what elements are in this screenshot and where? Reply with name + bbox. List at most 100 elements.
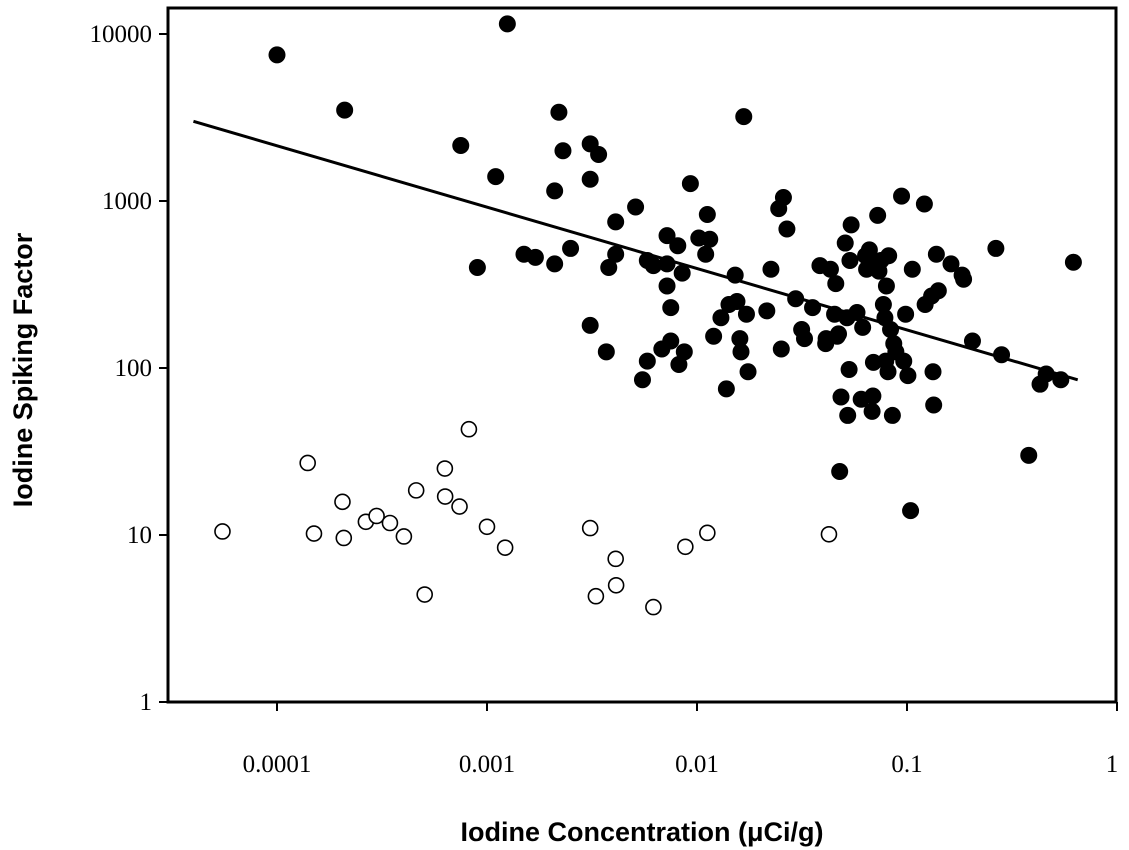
- filled-data-point: [336, 101, 354, 119]
- axis-ticks: 1 10 100 1000 10000 0.0001 0.001 0.01 0.1 1: [90, 21, 1119, 778]
- open-data-point: [334, 493, 351, 511]
- open-data-point: [436, 460, 454, 477]
- filled-data-point: [607, 245, 625, 263]
- x-tick-label: 0.1: [891, 751, 922, 778]
- open-data-point: [395, 528, 413, 545]
- filled-data-point: [627, 198, 645, 216]
- filled-data-point: [839, 406, 857, 424]
- open-data-point: [416, 586, 433, 603]
- filled-data-point: [701, 230, 719, 248]
- y-axis-title: Iodine Spiking Factor: [8, 232, 38, 507]
- filled-data-point: [787, 290, 805, 308]
- open-data-point: [335, 529, 353, 547]
- filled-data-point: [600, 258, 618, 276]
- filled-data-point: [607, 213, 625, 231]
- filled-data-point: [728, 293, 746, 311]
- filled-data-point: [848, 303, 866, 321]
- filled-data-point: [897, 305, 915, 323]
- open-data-point: [436, 488, 454, 505]
- filled-data-point: [590, 145, 608, 163]
- filled-data-point: [832, 388, 850, 406]
- filled-data-point: [925, 396, 943, 414]
- filled-data-point: [869, 206, 887, 224]
- filled-data-point: [895, 352, 913, 370]
- open-data-point: [478, 518, 496, 536]
- filled-data-point: [1052, 371, 1070, 389]
- filled-data-point: [468, 258, 486, 276]
- filled-data-point: [658, 277, 676, 295]
- y-tick-label: 1: [140, 689, 153, 716]
- filled-data-point: [705, 327, 723, 345]
- plot-area: [166, 6, 1118, 704]
- filled-data-point: [772, 340, 790, 358]
- filled-data-point: [924, 363, 942, 381]
- filled-data-point: [487, 168, 505, 186]
- filled-data-point: [882, 321, 900, 339]
- filled-data-point: [681, 175, 699, 193]
- filled-data-point: [739, 363, 757, 381]
- y-tick-label: 10000: [90, 21, 153, 48]
- filled-data-point: [993, 346, 1011, 364]
- filled-data-point: [550, 103, 568, 121]
- filled-data-point: [658, 255, 676, 273]
- open-data-point: [407, 482, 425, 499]
- filled-data-point: [915, 195, 933, 213]
- open-data-point: [460, 420, 478, 438]
- filled-data-point: [662, 299, 680, 317]
- filled-data-point: [554, 142, 572, 160]
- filled-data-point: [526, 248, 544, 266]
- open-data-point: [214, 523, 231, 540]
- filled-data-point: [830, 325, 848, 343]
- filled-data-point: [778, 220, 796, 238]
- filled-data-point: [955, 270, 973, 288]
- filled-data-point: [762, 260, 780, 278]
- filled-data-point: [774, 188, 792, 206]
- filled-data-point: [827, 275, 845, 293]
- filled-data-point: [821, 260, 839, 278]
- filled-data-point: [662, 332, 680, 350]
- filled-data-point: [546, 182, 564, 200]
- filled-data-point: [737, 305, 755, 323]
- x-tick-label: 1: [1106, 751, 1119, 778]
- filled-data-point: [836, 234, 854, 252]
- filled-data-point: [546, 255, 564, 273]
- filled-data-point: [581, 170, 599, 188]
- open-data-point: [677, 538, 694, 556]
- open-data-point: [299, 454, 316, 472]
- x-axis-title: Iodine Concentration (μCi/g): [461, 817, 824, 847]
- filled-data-point: [675, 343, 693, 361]
- filled-data-point: [877, 277, 895, 295]
- x-tick-label: 0.0001: [243, 751, 312, 778]
- filled-data-point: [854, 318, 872, 336]
- filled-data-point: [902, 502, 920, 520]
- filled-data-point: [717, 380, 735, 398]
- open-data-point: [820, 525, 838, 543]
- filled-data-point: [893, 187, 911, 205]
- filled-data-point: [268, 46, 286, 64]
- open-data-point: [607, 576, 625, 594]
- filled-data-point: [698, 206, 716, 224]
- filled-data-point: [899, 367, 917, 385]
- x-tick-label: 0.001: [459, 751, 515, 778]
- filled-data-point: [795, 330, 813, 348]
- y-tick-label: 1000: [102, 188, 152, 215]
- open-data-point: [699, 524, 716, 542]
- filled-data-point: [903, 260, 921, 278]
- filled-data-point: [633, 371, 651, 389]
- filled-data-point: [804, 299, 822, 317]
- open-data-point: [305, 525, 323, 542]
- series-open-points: [214, 420, 838, 616]
- trend-line: [193, 119, 1079, 382]
- filled-data-point: [669, 237, 687, 255]
- filled-data-point: [581, 316, 599, 334]
- plot-frame: [166, 6, 1118, 704]
- filled-data-point: [842, 216, 860, 234]
- filled-data-point: [758, 302, 776, 320]
- filled-data-point: [673, 264, 691, 282]
- filled-data-point: [929, 282, 947, 300]
- open-data-point: [451, 498, 468, 515]
- filled-data-point: [927, 245, 945, 263]
- y-tick-label: 100: [115, 355, 153, 382]
- y-tick-label: 10: [127, 522, 152, 549]
